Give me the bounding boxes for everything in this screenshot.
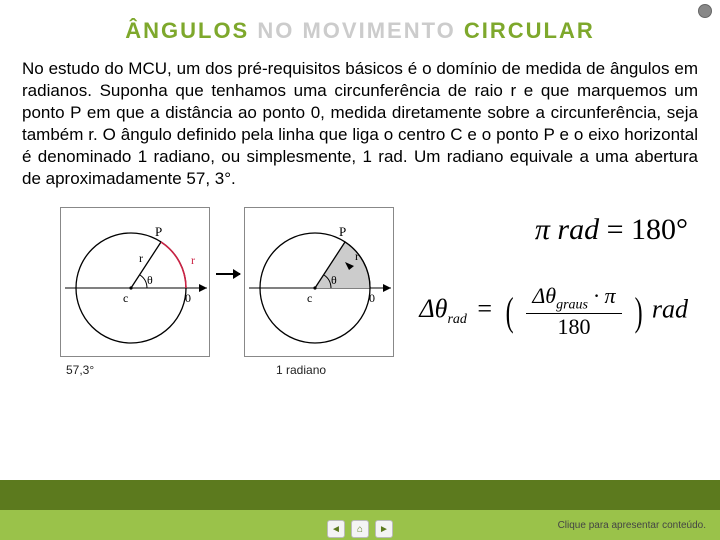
title-word: ÂNGULOS — [125, 18, 249, 43]
svg-text:P: P — [155, 224, 162, 239]
subscript: rad — [447, 312, 466, 327]
body-paragraph: No estudo do MCU, um dos pré-requisitos … — [0, 52, 720, 199]
corner-icon — [698, 4, 712, 18]
diagram-caption-1: 57,3° — [66, 363, 94, 377]
circle-diagram-2: P r c θ 0 — [244, 207, 394, 357]
numerator: Δθgraus · π — [526, 283, 621, 314]
prev-button[interactable]: ◄ — [327, 520, 345, 538]
footer-bar: Clique para apresentar conteúdo. ◄ ⌂ ► — [0, 480, 720, 540]
title-word: MOVIMENTO — [302, 18, 455, 43]
paren-right: ) — [635, 288, 643, 335]
dot-pi: · π — [594, 283, 616, 308]
page-title: ÂNGULOS NO MOVIMENTO CIRCULAR — [0, 0, 720, 52]
svg-text:0: 0 — [185, 291, 191, 305]
svg-text:θ: θ — [331, 273, 337, 287]
footer-hint: Clique para apresentar conteúdo. — [558, 520, 706, 531]
delta-theta: Δθ — [532, 283, 556, 308]
title-word: CIRCULAR — [464, 18, 595, 43]
formula-eq: = — [477, 294, 492, 323]
formula-eq: = — [607, 213, 624, 246]
subscript: graus — [556, 297, 588, 312]
formula-lhs: Δθrad — [419, 294, 473, 323]
diagram-caption-2: 1 radiano — [276, 363, 326, 377]
formula-conversion: Δθrad = ( Δθgraus · π 180 ) rad — [419, 283, 688, 340]
next-button[interactable]: ► — [375, 520, 393, 538]
fraction: Δθgraus · π 180 — [526, 283, 621, 340]
svg-text:0: 0 — [369, 291, 375, 305]
diagram-area: P r r c θ 0 57,3° P r c θ 0 1 radiano — [20, 203, 700, 403]
delta-theta: Δθ — [419, 294, 447, 323]
circle-diagram-1: P r r c θ 0 — [60, 207, 210, 357]
paren-left: ( — [505, 288, 513, 335]
home-button[interactable]: ⌂ — [351, 520, 369, 538]
formula-lhs: π rad — [535, 213, 599, 246]
svg-text:c: c — [123, 291, 128, 305]
nav-buttons: ◄ ⌂ ► — [327, 520, 393, 538]
svg-text:r: r — [139, 251, 143, 265]
svg-text:c: c — [307, 291, 312, 305]
svg-text:P: P — [339, 224, 346, 239]
formula-pi-180: π rad = 180° — [535, 213, 688, 247]
arrow-icon — [216, 273, 240, 275]
svg-text:r: r — [355, 249, 359, 263]
formula-rhs: 180° — [631, 213, 688, 246]
formula-tail: rad — [652, 294, 688, 323]
title-word: NO — [257, 18, 294, 43]
denominator: 180 — [526, 314, 621, 340]
svg-text:r: r — [191, 253, 195, 267]
svg-text:θ: θ — [147, 273, 153, 287]
